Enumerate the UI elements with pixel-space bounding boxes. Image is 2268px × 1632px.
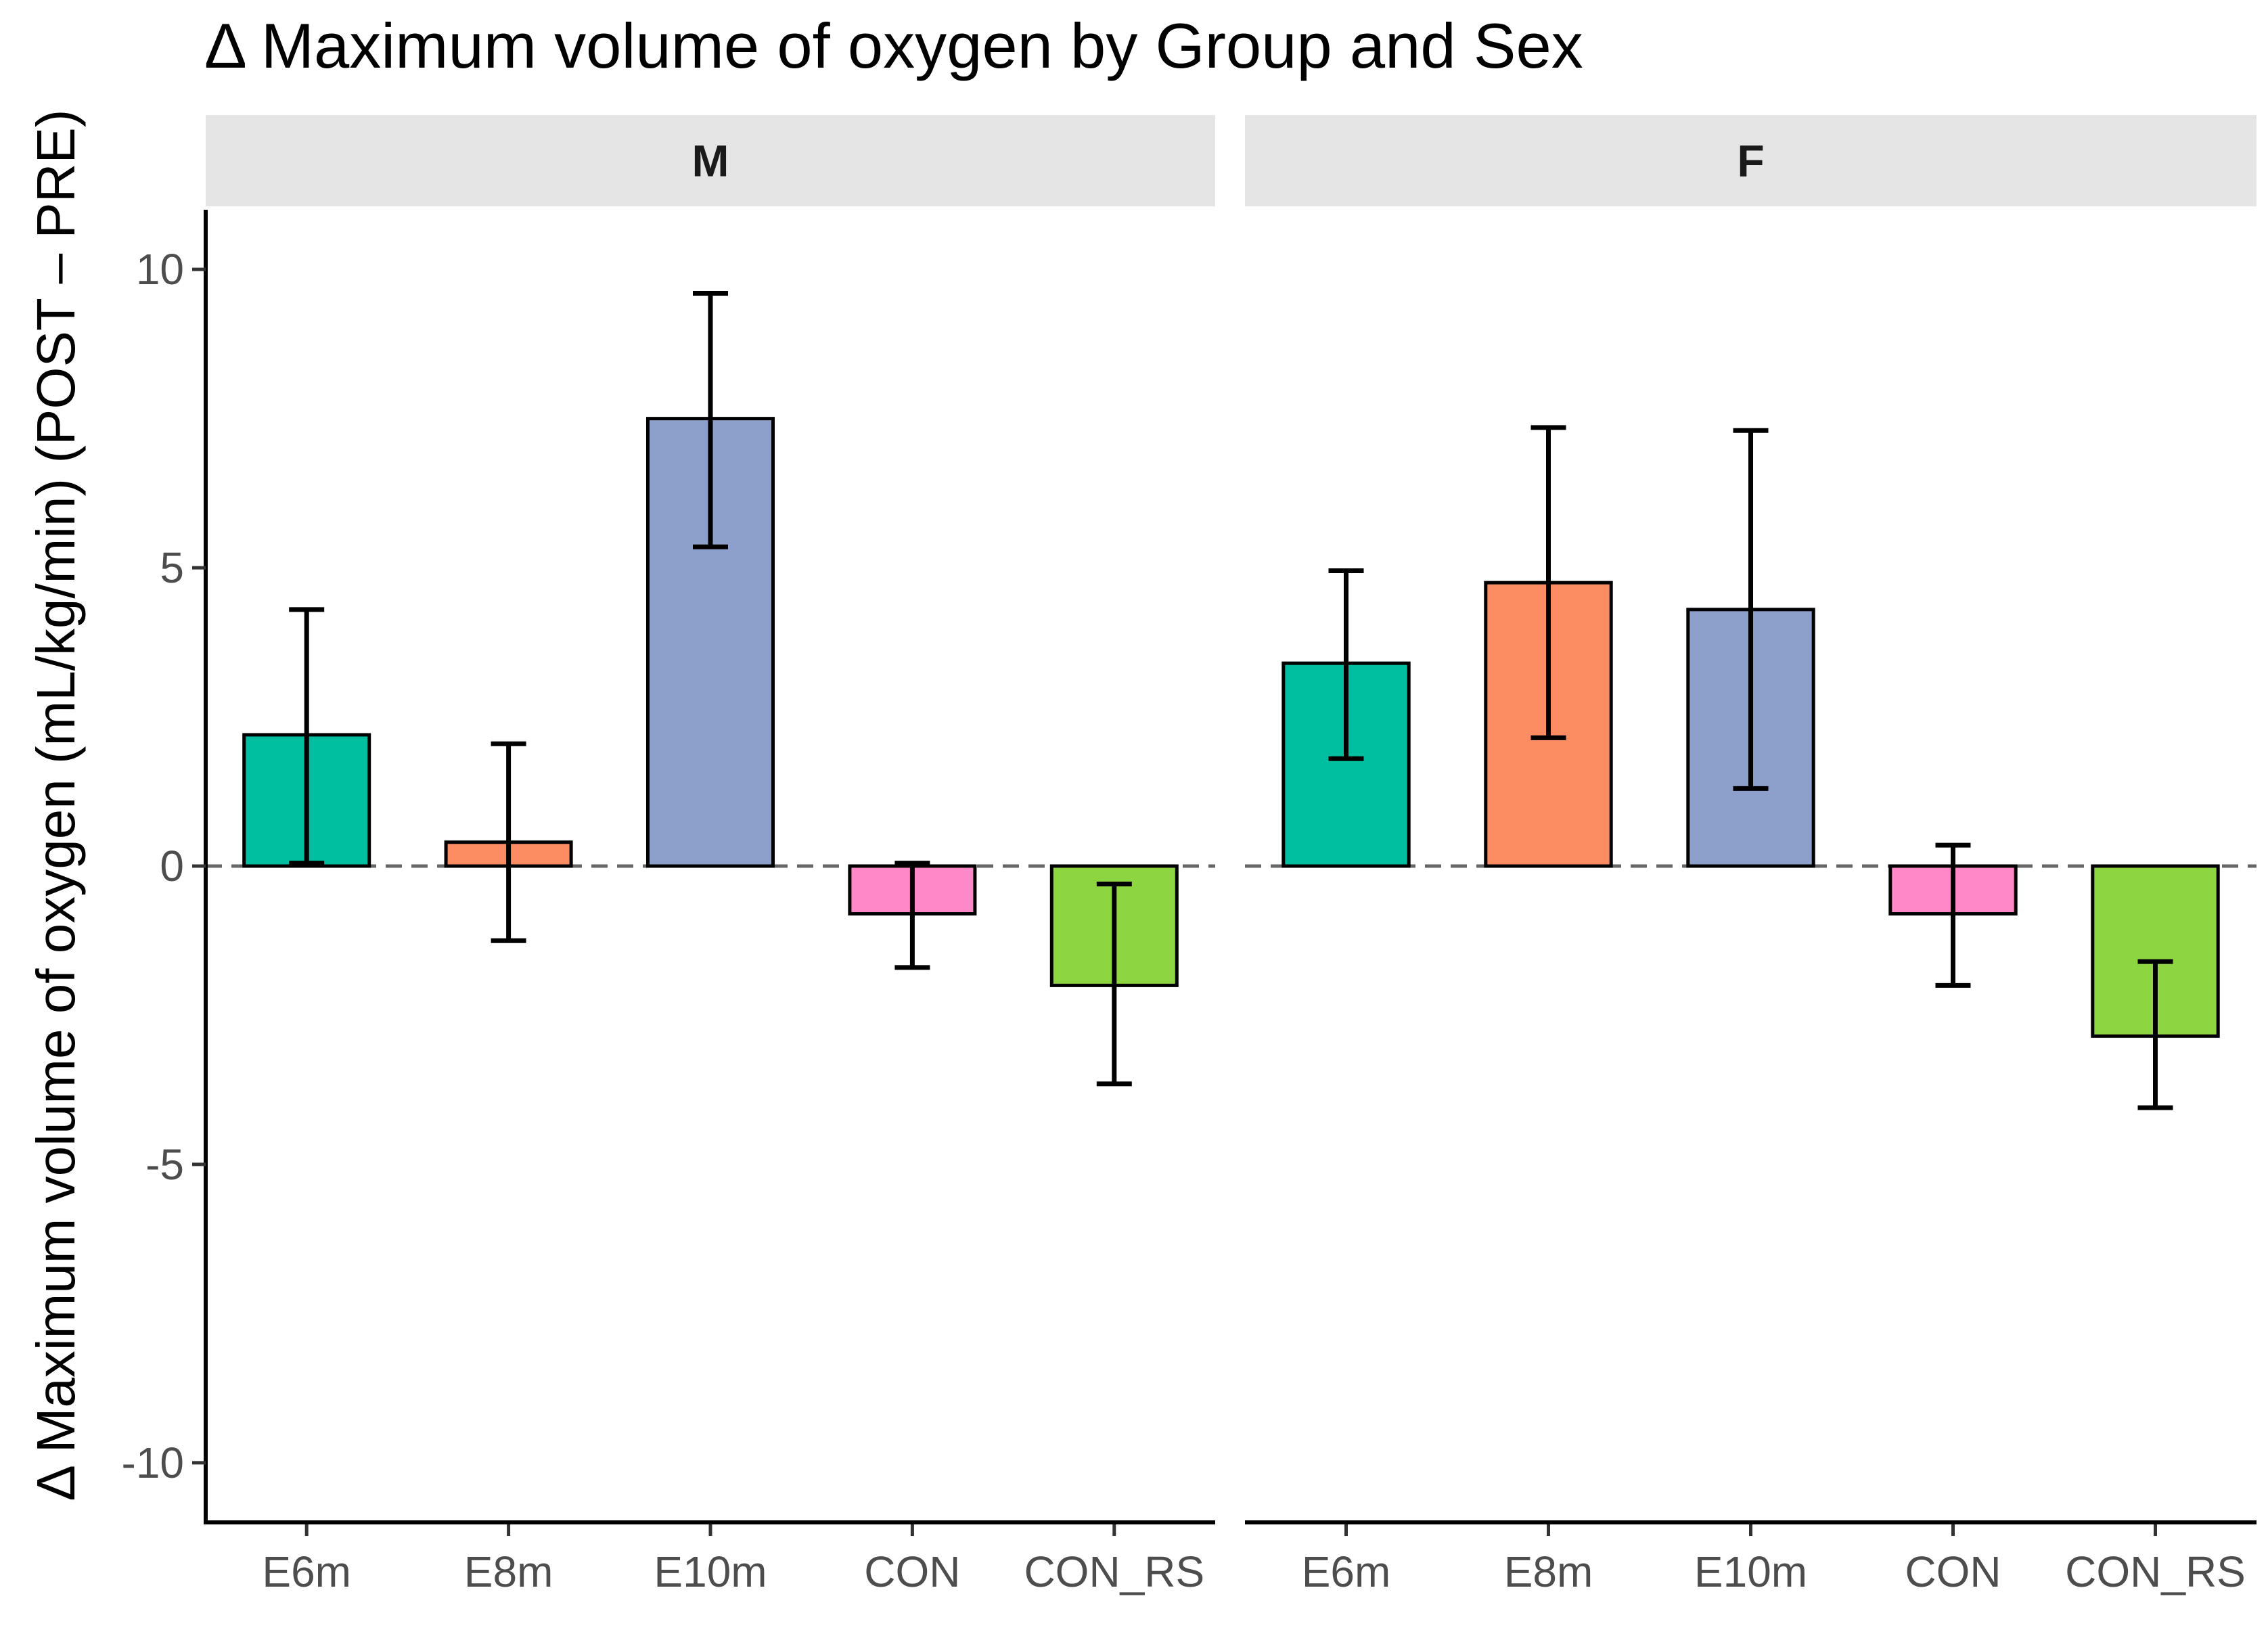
facet-strip-label: M <box>692 136 729 186</box>
facet-panel-F: F E6m E8m E10m CON CON_RS <box>1245 115 2256 1596</box>
y-tick-label: 0 <box>160 842 184 890</box>
y-tick-label: 5 <box>160 543 184 592</box>
error-bar-F-E8m <box>1530 425 1566 740</box>
y-axis: -10 -5 0 5 10 <box>122 210 208 1524</box>
x-tick-label: CON <box>864 1547 960 1596</box>
error-bar-M-E8m <box>491 741 526 943</box>
error-bar-M-E6m <box>289 607 325 866</box>
y-tick-label: 10 <box>136 245 184 294</box>
facet-panels: M E6m E8m E10m CON CON_RS F E6m E8m E10m CON CON_RS… <box>122 115 2256 1596</box>
y-tick-label: -5 <box>145 1140 184 1189</box>
y-axis-label: Δ Maximum volume of oxygen (mL/kg/min) (… <box>26 110 86 1501</box>
facet-strip-label: F <box>1737 136 1764 186</box>
x-tick-label: E8m <box>464 1547 553 1596</box>
x-tick-label: E6m <box>1302 1547 1391 1596</box>
facet-strip-M <box>206 115 1215 206</box>
x-tick-label: E6m <box>262 1547 351 1596</box>
facet-strip-F <box>1245 115 2256 206</box>
chart-title: Δ Maximum volume of oxygen by Group and … <box>204 10 1583 81</box>
error-bar-F-E10m <box>1733 428 1769 791</box>
x-tick-label: E10m <box>1694 1547 1807 1596</box>
x-tick-label: CON_RS <box>1024 1547 1204 1596</box>
x-tick-label: E8m <box>1504 1547 1593 1596</box>
error-bar-F-CON_RS <box>2137 959 2173 1110</box>
error-bar-M-CON <box>894 861 930 970</box>
error-bar-F-E6m <box>1328 568 1364 761</box>
x-tick-label: CON <box>1905 1547 2001 1596</box>
error-bar-F-CON <box>1935 842 1971 988</box>
y-tick-label: -10 <box>122 1438 185 1487</box>
x-tick-label: E10m <box>654 1547 767 1596</box>
facet-panel-M: M E6m E8m E10m CON CON_RS <box>206 115 1215 1596</box>
error-bar-M-CON_RS <box>1096 881 1132 1087</box>
x-tick-label: CON_RS <box>2065 1547 2246 1596</box>
error-bar-M-E10m <box>693 290 728 549</box>
